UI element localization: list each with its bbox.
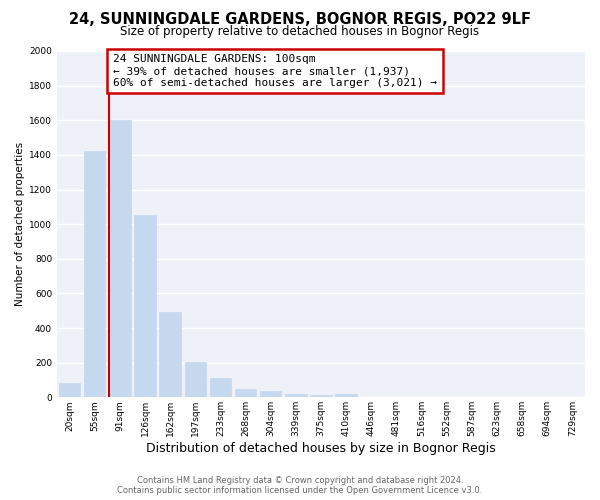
Bar bbox=[160, 312, 181, 398]
X-axis label: Distribution of detached houses by size in Bognor Regis: Distribution of detached houses by size … bbox=[146, 442, 496, 455]
Bar bbox=[185, 362, 206, 398]
Bar bbox=[84, 152, 106, 398]
Bar bbox=[210, 378, 231, 398]
Bar bbox=[235, 388, 256, 398]
Bar bbox=[260, 391, 281, 398]
Bar bbox=[59, 382, 80, 398]
Bar bbox=[285, 394, 307, 398]
Text: 24, SUNNINGDALE GARDENS, BOGNOR REGIS, PO22 9LF: 24, SUNNINGDALE GARDENS, BOGNOR REGIS, P… bbox=[69, 12, 531, 28]
Text: 24 SUNNINGDALE GARDENS: 100sqm
← 39% of detached houses are smaller (1,937)
60% : 24 SUNNINGDALE GARDENS: 100sqm ← 39% of … bbox=[113, 54, 437, 88]
Bar bbox=[335, 394, 357, 398]
Bar bbox=[310, 394, 332, 398]
Text: Size of property relative to detached houses in Bognor Regis: Size of property relative to detached ho… bbox=[121, 25, 479, 38]
Bar bbox=[134, 216, 156, 398]
Text: Contains HM Land Registry data © Crown copyright and database right 2024.
Contai: Contains HM Land Registry data © Crown c… bbox=[118, 476, 482, 495]
Bar bbox=[109, 120, 131, 398]
Y-axis label: Number of detached properties: Number of detached properties bbox=[15, 142, 25, 306]
